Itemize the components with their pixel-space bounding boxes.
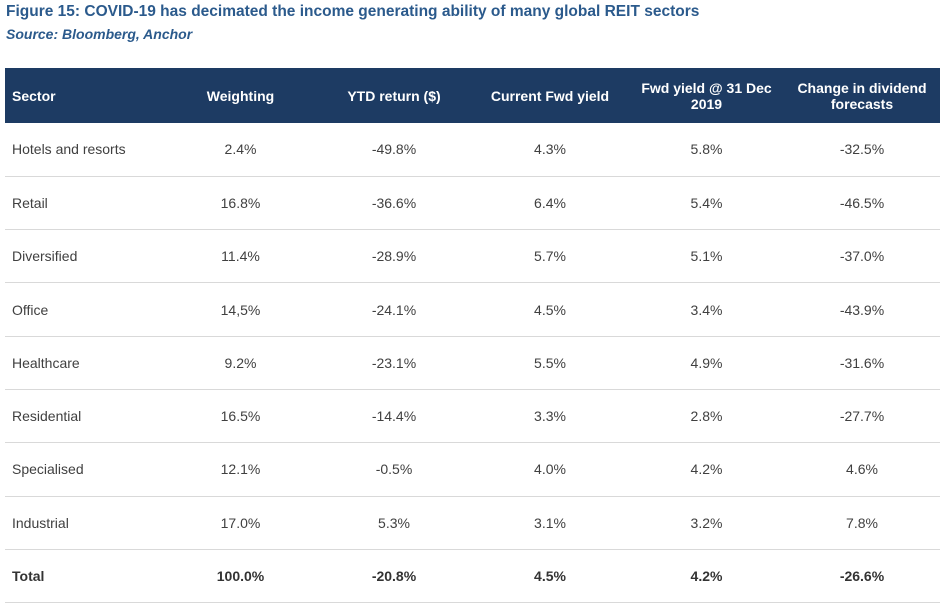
table-row: Healthcare 9.2% -23.1% 5.5% 4.9% -31.6% [5, 336, 940, 390]
cell-sector: Retail [12, 194, 48, 211]
total-change-dividend: -26.6% [839, 568, 885, 585]
cell-current-fwd-yield: 4.0% [534, 461, 566, 478]
figure-title: Figure 15: COVID-19 has decimated the in… [6, 3, 700, 20]
cell-sector: Specialised [12, 461, 84, 478]
cell-ytd-return: -24.1% [371, 301, 417, 318]
cell-ytd-return: -28.9% [371, 248, 417, 265]
cell-ytd-return: -49.8% [371, 141, 417, 158]
cell-ytd-return: -36.6% [371, 194, 417, 211]
cell-sector: Hotels and resorts [12, 141, 126, 158]
total-row: Total 100.0% -20.8% 4.5% 4.2% -26.6% [5, 549, 940, 603]
header-sector: Sector [12, 87, 56, 104]
table-header: Sector Weighting YTD return ($) Current … [5, 68, 940, 123]
cell-fwd-yield-dec-2019: 3.4% [690, 301, 723, 318]
cell-fwd-yield-dec-2019: 4.9% [690, 354, 723, 371]
cell-ytd-return: 5.3% [378, 514, 410, 531]
cell-weighting: 12.1% [220, 461, 261, 478]
header-change-dividend-forecasts: Change in dividend forecasts [797, 79, 927, 112]
total-weighting: 100.0% [216, 568, 265, 585]
cell-weighting: 14,5% [220, 301, 261, 318]
cell-ytd-return: -23.1% [371, 354, 417, 371]
cell-weighting: 2.4% [224, 141, 257, 158]
cell-fwd-yield-dec-2019: 4.2% [690, 461, 723, 478]
cell-change-dividend: -32.5% [839, 141, 885, 158]
header-ytd-return: YTD return ($) [347, 87, 441, 104]
total-fwd-yield-dec-2019: 4.2% [690, 568, 723, 585]
cell-change-dividend: 4.6% [846, 461, 878, 478]
cell-current-fwd-yield: 5.7% [534, 248, 566, 265]
table-row: Residential 16.5% -14.4% 3.3% 2.8% -27.7… [5, 389, 940, 443]
reit-sector-table: Sector Weighting YTD return ($) Current … [5, 68, 940, 603]
cell-current-fwd-yield: 3.1% [534, 514, 566, 531]
cell-sector: Industrial [12, 514, 69, 531]
cell-fwd-yield-dec-2019: 5.1% [690, 248, 723, 265]
cell-sector: Residential [12, 408, 82, 425]
cell-ytd-return: -14.4% [371, 408, 417, 425]
table-body: Hotels and resorts 2.4% -49.8% 4.3% 5.8%… [5, 123, 940, 603]
cell-change-dividend: -31.6% [839, 354, 885, 371]
cell-fwd-yield-dec-2019: 3.2% [690, 514, 723, 531]
figure-source: Source: Bloomberg, Anchor [6, 26, 193, 42]
cell-change-dividend: -27.7% [839, 408, 885, 425]
cell-current-fwd-yield: 4.5% [534, 301, 566, 318]
cell-fwd-yield-dec-2019: 2.8% [690, 408, 723, 425]
header-fwd-yield-dec-2019: Fwd yield @ 31 Dec 2019 [641, 79, 772, 112]
table-row: Industrial 17.0% 5.3% 3.1% 3.2% 7.8% [5, 496, 940, 550]
header-weighting: Weighting [206, 87, 275, 104]
cell-current-fwd-yield: 4.3% [534, 141, 566, 158]
total-current-fwd-yield: 4.5% [534, 568, 566, 585]
cell-weighting: 9.2% [224, 354, 257, 371]
cell-sector: Office [12, 301, 49, 318]
cell-weighting: 17.0% [220, 514, 261, 531]
cell-weighting: 16.8% [220, 194, 261, 211]
cell-current-fwd-yield: 5.5% [534, 354, 566, 371]
table-row: Retail 16.8% -36.6% 6.4% 5.4% -46.5% [5, 176, 940, 230]
cell-change-dividend: -37.0% [839, 248, 885, 265]
header-row: Sector Weighting YTD return ($) Current … [5, 68, 940, 123]
table-row: Office 14,5% -24.1% 4.5% 3.4% -43.9% [5, 283, 940, 337]
total-label: Total [12, 568, 45, 585]
cell-weighting: 11.4% [221, 248, 260, 265]
cell-current-fwd-yield: 6.4% [534, 194, 566, 211]
cell-weighting: 16.5% [220, 408, 261, 425]
cell-change-dividend: -43.9% [839, 301, 885, 318]
cell-change-dividend: 7.8% [846, 514, 878, 531]
header-current-fwd-yield: Current Fwd yield [490, 87, 610, 104]
cell-sector: Diversified [12, 248, 78, 265]
cell-sector: Healthcare [12, 354, 80, 371]
cell-fwd-yield-dec-2019: 5.4% [690, 194, 723, 211]
cell-fwd-yield-dec-2019: 5.8% [690, 141, 723, 158]
table-row: Specialised 12.1% -0.5% 4.0% 4.2% 4.6% [5, 443, 940, 497]
table-row: Diversified 11.4% -28.9% 5.7% 5.1% -37.0… [5, 230, 940, 283]
cell-current-fwd-yield: 3.3% [534, 408, 566, 425]
total-ytd-return: -20.8% [371, 568, 417, 585]
cell-ytd-return: -0.5% [375, 461, 413, 478]
table-row: Hotels and resorts 2.4% -49.8% 4.3% 5.8%… [5, 123, 940, 177]
cell-change-dividend: -46.5% [839, 194, 885, 211]
